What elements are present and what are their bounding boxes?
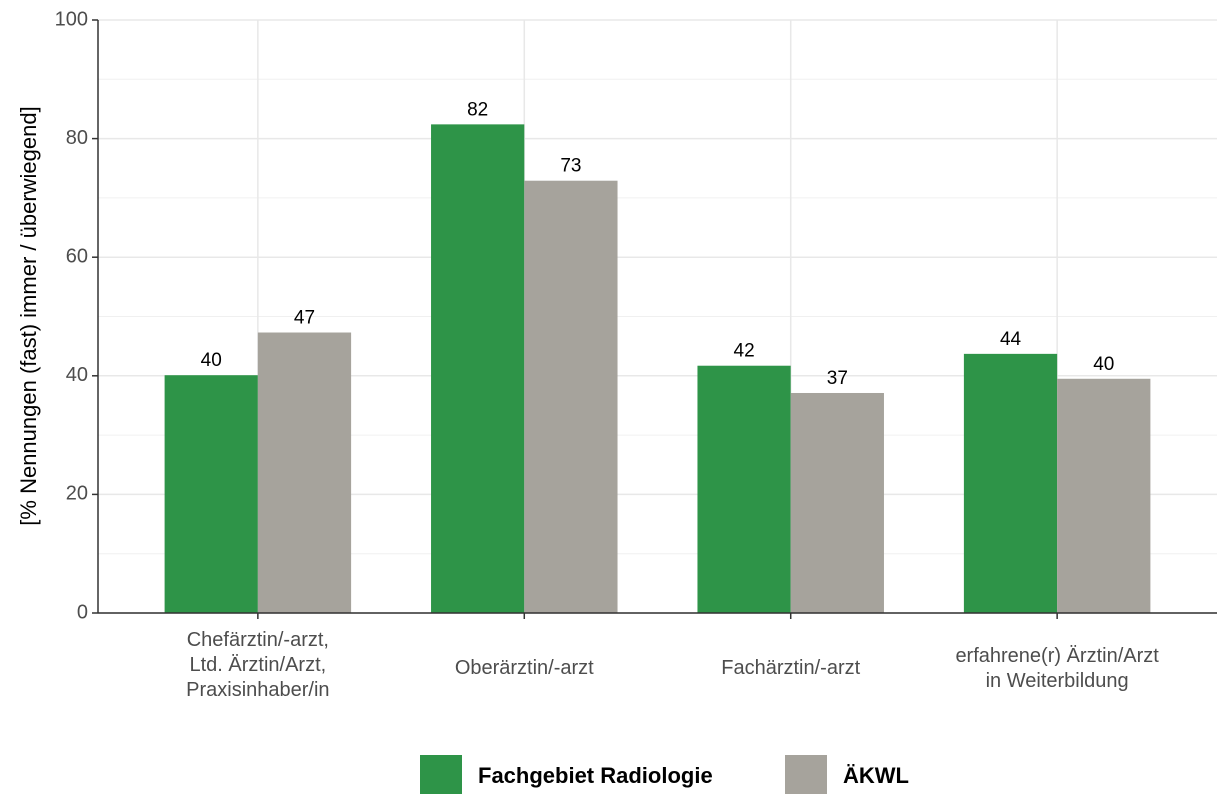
value-label: 73 (560, 156, 581, 177)
x-tick-label-line: Chefärztin/-arzt, (187, 629, 329, 651)
bar (431, 124, 525, 614)
value-label: 44 (1000, 329, 1022, 350)
x-tick-label-line: Fachärztin/-arzt (721, 657, 860, 679)
legend-key (785, 755, 827, 794)
y-axis-label: [% Nennungen (fast) immer / überwiegend] (16, 106, 41, 525)
x-tick-label: Oberärztin/-arzt (455, 657, 594, 679)
value-label: 37 (827, 368, 848, 389)
y-tick-label: 40 (66, 364, 88, 386)
x-tick-label-line: Praxisinhaber/in (186, 679, 329, 701)
y-tick-label: 80 (66, 127, 88, 149)
value-label: 47 (294, 308, 315, 329)
legend-label: Fachgebiet Radiologie (478, 763, 713, 788)
y-tick-label: 60 (66, 245, 88, 267)
bar (164, 375, 258, 613)
x-tick-label: erfahrene(r) Ärztin/Arzt in Weiterbildung (955, 645, 1159, 692)
legend-label: ÄKWL (843, 763, 909, 788)
legend-key (420, 755, 462, 794)
value-label: 82 (467, 99, 488, 120)
value-label: 40 (1093, 354, 1114, 375)
x-tick-label: Chefärztin/-arzt, Ltd. Ärztin/Arzt, Praxis… (186, 629, 329, 701)
x-tick-label-line: in Weiterbildung (986, 670, 1129, 692)
y-tick-label: 100 (55, 8, 88, 30)
bar (1057, 378, 1151, 613)
x-tick-label: Fachärztin/-arzt (721, 657, 860, 679)
x-tick-label-line: erfahrene(r) Ärztin/Arzt (955, 645, 1159, 667)
x-tick-label-line: Oberärztin/-arzt (455, 657, 594, 679)
bar (697, 365, 791, 613)
bar (257, 332, 352, 613)
value-label: 42 (734, 341, 755, 362)
bar (790, 392, 884, 613)
value-label: 40 (201, 350, 222, 371)
x-tick-label-line: Ltd. Ärztin/Arzt, (189, 654, 326, 676)
bar (963, 353, 1058, 613)
y-tick-label: 20 (66, 483, 88, 505)
bar (524, 180, 618, 613)
y-tick-label: 0 (77, 601, 88, 623)
